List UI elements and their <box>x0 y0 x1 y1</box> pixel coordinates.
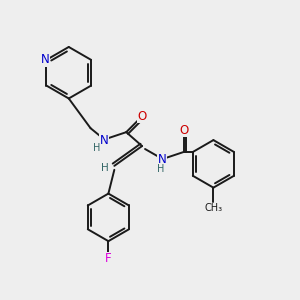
Text: H: H <box>100 163 108 173</box>
Text: H: H <box>157 164 165 174</box>
Text: CH₃: CH₃ <box>204 203 223 214</box>
Text: O: O <box>137 110 147 123</box>
Text: N: N <box>100 134 109 147</box>
Text: O: O <box>179 124 188 137</box>
Text: N: N <box>41 53 50 66</box>
Text: N: N <box>158 153 166 167</box>
Text: H: H <box>93 143 100 153</box>
Text: F: F <box>105 253 112 266</box>
